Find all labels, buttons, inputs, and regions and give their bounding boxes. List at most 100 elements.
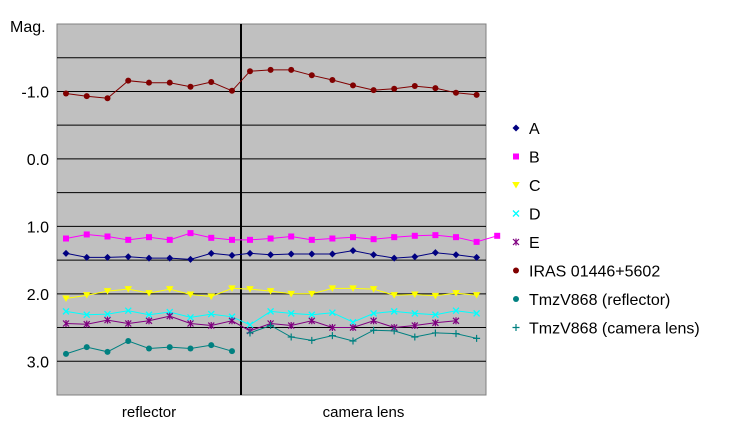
- data-point: [124, 286, 133, 293]
- data-point: [287, 322, 295, 330]
- legend-item: D: [512, 207, 541, 224]
- data-point: [208, 79, 215, 86]
- data-point: [391, 234, 398, 241]
- legend-label: IRAS 01446+5602: [529, 264, 660, 281]
- data-point: [104, 95, 111, 102]
- legend-label: D: [529, 207, 541, 224]
- data-point: [391, 85, 398, 92]
- section-label: camera lens: [323, 404, 405, 421]
- data-point: [207, 310, 215, 318]
- legend-item: B: [513, 150, 540, 167]
- legend-item: E: [512, 235, 540, 252]
- data-point: [328, 309, 336, 317]
- y-tick-label: 2.0: [27, 287, 49, 304]
- data-point: [308, 290, 316, 298]
- data-point: [267, 251, 275, 259]
- data-point: [228, 317, 236, 325]
- data-point: [208, 342, 215, 349]
- legend-label: A: [529, 121, 540, 138]
- data-point: [411, 291, 419, 298]
- data-point: [62, 249, 70, 257]
- data-point: [104, 310, 111, 318]
- data-point: [229, 236, 235, 243]
- data-point: [125, 338, 132, 345]
- data-point: [187, 319, 194, 327]
- data-point: [287, 290, 295, 298]
- data-point: [431, 311, 439, 319]
- data-point: [187, 83, 194, 90]
- data-point: [473, 309, 481, 317]
- legend-marker: [512, 238, 520, 246]
- y-tick-label: 0.0: [27, 152, 49, 169]
- data-point: [411, 333, 419, 341]
- y-tick-label: -1.0: [21, 84, 49, 101]
- legend-label: E: [529, 235, 540, 252]
- data-point: [165, 286, 174, 293]
- data-point: [186, 291, 195, 298]
- gridlines: [57, 57, 486, 362]
- data-point: [207, 293, 216, 301]
- data-point: [246, 329, 254, 337]
- data-point: [411, 83, 418, 90]
- data-point: [104, 316, 111, 324]
- data-point: [288, 233, 295, 240]
- data-point: [431, 319, 439, 327]
- legend-marker: [513, 153, 519, 160]
- data-point: [431, 249, 439, 257]
- data-point: [146, 234, 152, 241]
- series-tmzv868-camera-lens: [246, 322, 481, 345]
- data-point: [349, 324, 357, 332]
- data-point: [287, 309, 295, 317]
- series-tmzv868-reflector: [63, 338, 235, 357]
- data-point: [229, 348, 235, 355]
- data-point: [390, 327, 398, 335]
- data-point: [494, 232, 501, 239]
- data-point: [103, 288, 112, 295]
- data-point: [432, 232, 439, 239]
- data-point: [328, 250, 336, 258]
- data-point: [411, 322, 419, 330]
- legend-marker: [512, 210, 520, 217]
- data-point: [308, 72, 315, 79]
- data-point: [83, 93, 90, 100]
- data-point: [166, 344, 173, 351]
- data-point: [452, 307, 460, 315]
- data-point: [329, 76, 336, 83]
- data-point: [431, 329, 439, 337]
- legend-item: IRAS 01446+5602: [513, 264, 660, 281]
- plot-area: [56, 23, 487, 396]
- data-point: [247, 236, 253, 243]
- legend-label: TmzV868 (reflector): [529, 292, 670, 309]
- data-point: [328, 324, 336, 332]
- data-point: [370, 309, 378, 317]
- data-point: [145, 311, 153, 319]
- data-point: [267, 322, 275, 330]
- data-point: [124, 307, 132, 315]
- data-point: [349, 247, 357, 255]
- data-point: [370, 87, 377, 94]
- data-point: [390, 307, 398, 315]
- data-point: [308, 236, 315, 243]
- data-point: [228, 285, 236, 292]
- data-point: [63, 90, 69, 97]
- data-point: [350, 82, 356, 89]
- series-iras-01446-5602: [63, 66, 480, 102]
- data-point: [370, 251, 378, 259]
- data-point: [83, 344, 90, 351]
- legend-marker: [513, 296, 519, 302]
- legend-marker: [512, 324, 520, 331]
- data-point: [308, 311, 316, 319]
- legend-label: TmzV868 (camera lens): [529, 321, 700, 338]
- data-point: [82, 292, 91, 299]
- data-point: [473, 253, 481, 261]
- data-point: [83, 231, 90, 238]
- data-point: [187, 313, 194, 321]
- data-point: [453, 234, 459, 241]
- data-point: [349, 337, 357, 345]
- data-point: [166, 312, 174, 320]
- data-point: [104, 253, 111, 261]
- data-point: [166, 254, 174, 262]
- data-point: [452, 317, 460, 325]
- data-point: [473, 91, 480, 98]
